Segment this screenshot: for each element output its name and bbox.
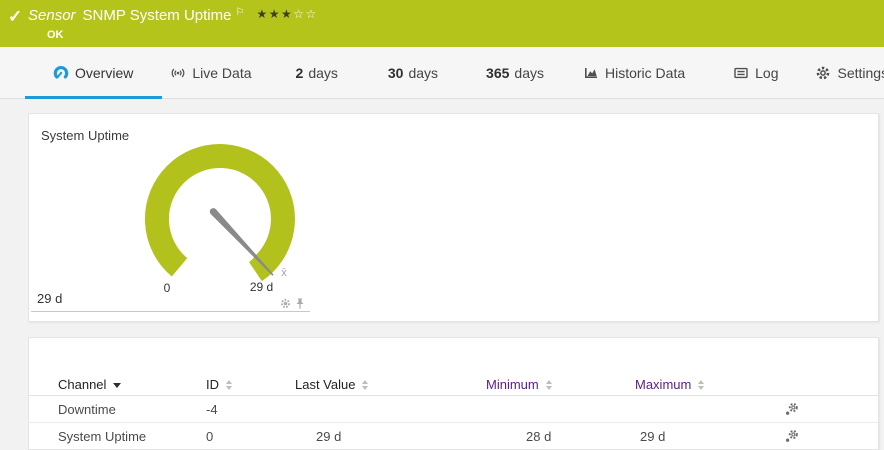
- tab-overview[interactable]: Overview: [24, 47, 163, 99]
- gauge-panel: System Uptime x̄ 0 29 d 29 d: [28, 113, 879, 322]
- priority-stars-filled[interactable]: ★★★: [256, 7, 294, 21]
- sort-icon: [362, 379, 369, 390]
- live-data-icon: [170, 65, 186, 81]
- id-cell: -4: [206, 401, 218, 417]
- tab-number: 365: [486, 64, 510, 81]
- minimum-cell: 28 d: [526, 428, 552, 444]
- channel-settings-gear-icon[interactable]: [785, 402, 799, 416]
- tab-365-days[interactable]: 365 days: [486, 47, 544, 98]
- tab-label: days: [408, 64, 439, 81]
- tab-label: Overview: [75, 64, 134, 81]
- gauge-gear-icon[interactable]: [280, 298, 291, 309]
- tab-bar: Overview Live Data 2 days 30 days 365 da…: [0, 47, 884, 99]
- tab-30-days[interactable]: 30 days: [388, 47, 438, 98]
- tab-number: 2: [295, 64, 304, 81]
- tab-label: days: [308, 64, 338, 81]
- tab-number: 30: [387, 64, 404, 81]
- gauge-footer-divider: [31, 311, 310, 312]
- tab-live-data[interactable]: Live Data: [170, 47, 252, 98]
- sort-icon: [698, 379, 705, 390]
- tab-settings[interactable]: Settings: [815, 47, 884, 98]
- flag-icon[interactable]: ⚐: [235, 7, 245, 18]
- sensor-kind-label: Sensor: [28, 7, 76, 24]
- status-check-icon: ✓: [8, 7, 23, 26]
- channel-table-panel: Channel ID Last Value Minimum Maximum: [28, 337, 879, 450]
- uptime-gauge: x̄: [144, 144, 295, 282]
- column-header-maximum[interactable]: Maximum: [635, 377, 785, 392]
- sensor-title-line: Sensor SNMP System Uptime ⚐ ★★★☆☆: [28, 7, 318, 24]
- id-cell: 0: [206, 428, 214, 444]
- column-label: Channel: [58, 377, 107, 392]
- tab-log[interactable]: Log: [733, 47, 778, 98]
- tab-label: Settings: [837, 64, 884, 81]
- column-header-id[interactable]: ID: [206, 377, 295, 392]
- sort-icon: [226, 379, 232, 390]
- table-row[interactable]: Downtime -4: [29, 396, 878, 423]
- gauge-mean-marker: x̄: [281, 267, 287, 279]
- gauge-ring-notch: [241, 251, 254, 264]
- sort-desc-icon: [113, 383, 122, 388]
- priority-stars-empty[interactable]: ☆☆: [293, 7, 318, 21]
- column-header-minimum[interactable]: Minimum: [486, 377, 635, 392]
- gauge-ring: [144, 144, 295, 282]
- column-label: Maximum: [635, 377, 692, 392]
- column-label: Minimum: [486, 377, 539, 392]
- gauge-scale-min: 0: [163, 281, 171, 295]
- priority-stars[interactable]: ★★★☆☆: [256, 7, 317, 21]
- gauge-footer-icons: [280, 298, 305, 309]
- overview-gauge-icon: [53, 65, 69, 81]
- column-label: ID: [206, 377, 219, 392]
- gauge-needle: [210, 209, 274, 276]
- table-row[interactable]: System Uptime 0 29 d 28 d 29 d: [29, 423, 878, 449]
- status-badge: OK: [47, 29, 64, 41]
- column-header-last-value[interactable]: Last Value: [295, 377, 486, 392]
- channel-settings-gear-icon[interactable]: [785, 429, 799, 443]
- log-icon: [733, 65, 749, 81]
- settings-gear-icon: [815, 65, 831, 81]
- historic-data-icon: [583, 65, 599, 81]
- last-value-cell: 29 d: [316, 428, 342, 444]
- content-area: System Uptime x̄ 0 29 d 29 d Chan: [0, 100, 884, 450]
- table-header-row: Channel ID Last Value Minimum Maximum: [29, 374, 878, 396]
- gauge-scale-max: 29 d: [249, 280, 274, 294]
- maximum-cell: 29 d: [640, 428, 666, 444]
- tab-historic-data[interactable]: Historic Data: [583, 47, 685, 98]
- gauge-pin-icon[interactable]: [295, 298, 305, 309]
- sensor-title: SNMP System Uptime: [82, 7, 232, 24]
- channel-cell[interactable]: Downtime: [58, 401, 116, 417]
- gauge-title: System Uptime: [41, 128, 130, 143]
- sensor-header: ✓ Sensor SNMP System Uptime ⚐ ★★★☆☆ OK: [0, 0, 884, 47]
- tab-label: Live Data: [192, 64, 252, 81]
- column-label: Last Value: [295, 377, 356, 392]
- gauge-current-value: 29 d: [37, 291, 63, 306]
- tab-label: Historic Data: [604, 64, 686, 81]
- tab-label: days: [514, 64, 544, 81]
- channel-cell[interactable]: System Uptime: [58, 428, 147, 444]
- tab-2-days[interactable]: 2 days: [296, 47, 338, 98]
- tab-label: Log: [755, 64, 779, 81]
- sort-icon: [545, 379, 552, 390]
- column-header-channel[interactable]: Channel: [58, 377, 206, 392]
